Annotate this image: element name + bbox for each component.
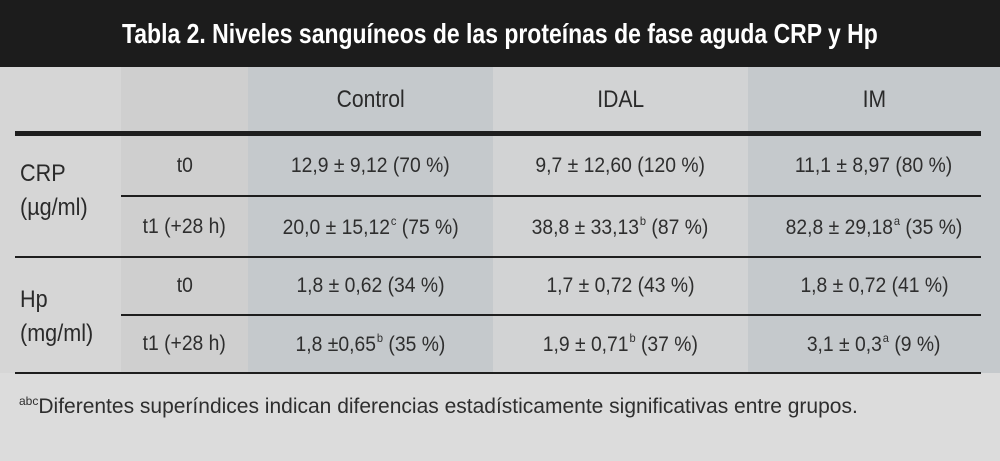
group-unit: (mg/ml): [20, 320, 94, 347]
group-name: CRP: [20, 160, 66, 187]
table-cell: 20,0 ± 15,12c (75 %): [282, 213, 459, 239]
table-cell: 1,7 ± 0,72 (43 %): [546, 274, 695, 297]
time-label: t1 (+28 h): [142, 332, 227, 355]
group-name: Hp: [20, 286, 48, 313]
time-label: t0: [176, 153, 193, 177]
header-idal: IDAL: [597, 86, 644, 113]
time-column-band: [121, 67, 248, 373]
table-footnote: abcDiferentes superíndices indican difer…: [19, 386, 979, 422]
table-cell: 1,9 ± 0,71b (37 %): [542, 331, 699, 356]
table-cell: 1,8 ± 0,62 (34 %): [296, 274, 445, 297]
control-column-band: [248, 67, 493, 373]
footnote-text: Diferentes superíndices indican diferenc…: [38, 395, 858, 418]
group-label-hp: Hp (mg/ml): [20, 283, 101, 351]
significance-superscript: c: [390, 213, 397, 228]
significance-superscript: b: [629, 331, 636, 345]
time-label: t1 (+28 h): [142, 214, 227, 238]
idal-column-band: [493, 67, 748, 373]
significance-superscript: a: [893, 213, 901, 228]
header-im: IM: [862, 86, 886, 113]
header-control: Control: [336, 86, 405, 113]
table-cell: 38,8 ± 33,13b (87 %): [532, 213, 709, 239]
table-cell: 1,8 ±0,65b (35 %): [295, 331, 446, 356]
group-unit: (µg/ml): [20, 194, 88, 221]
table-title: Tabla 2. Niveles sanguíneos de las prote…: [122, 17, 878, 49]
time-label: t0: [176, 274, 193, 297]
group-label-crp: CRP (µg/ml): [20, 157, 95, 225]
stub-column-band: [0, 67, 121, 373]
table-cell: 12,9 ± 9,12 (70 %): [291, 153, 450, 177]
header-rule: [15, 131, 981, 136]
table-cell: 1,8 ± 0,72 (41 %): [799, 274, 949, 297]
group-divider: [15, 256, 981, 258]
table-cell: 11,1 ± 8,97 (80 %): [795, 153, 953, 177]
table-bottom-rule: [15, 372, 981, 374]
crp-row-divider: [121, 195, 981, 197]
footnote-superscript: abc: [19, 394, 39, 408]
table-cell: 9,7 ± 12,60 (120 %): [535, 153, 706, 177]
table-cell: 3,1 ± 0,3a (9 %): [807, 331, 941, 356]
table-cell: 82,8 ± 29,18a (35 %): [785, 213, 963, 239]
im-column-band: [748, 67, 1000, 373]
significance-superscript: b: [376, 331, 384, 345]
significance-superscript: b: [640, 213, 647, 228]
significance-superscript: a: [883, 331, 890, 345]
table-title-bar: Tabla 2. Niveles sanguíneos de las prote…: [0, 0, 1000, 67]
hp-row-divider: [121, 314, 981, 316]
